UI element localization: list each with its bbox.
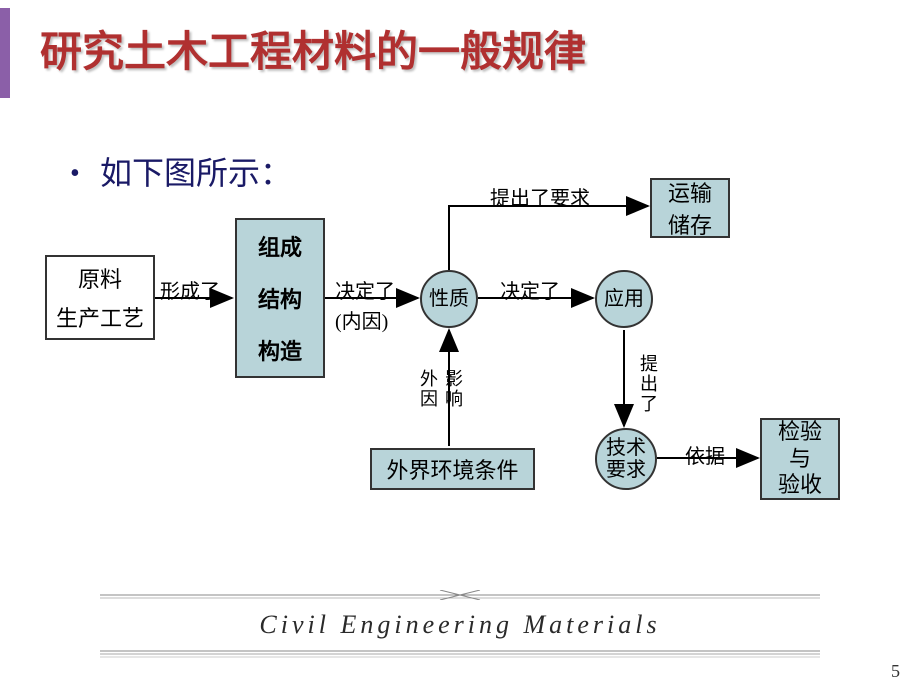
node-raw-l2: 生产工艺 <box>56 301 144 333</box>
node-inspect: 检验 与 验收 <box>760 418 840 500</box>
node-inspect-l3: 验收 <box>778 472 822 498</box>
node-raw-l1: 原料 <box>78 262 122 294</box>
node-comp-l2: 结构 <box>258 282 302 314</box>
node-comp: 组成 结构 构造 <box>235 218 325 378</box>
node-env: 外界环境条件 <box>370 448 535 490</box>
edge-label-e4: 提出了要求 <box>490 182 590 211</box>
page-title: 研究土木工程材料的一般规律 <box>40 18 586 79</box>
node-prop: 性质 <box>420 270 478 328</box>
node-comp-l1: 组成 <box>258 230 302 262</box>
node-app: 应用 <box>595 270 653 328</box>
node-tech-l1: 技术 <box>606 437 646 459</box>
node-comp-l3: 构造 <box>258 334 302 366</box>
footer-text: Civil Engineering Materials <box>0 610 920 640</box>
edge-label-e2b: (内因) <box>335 305 388 334</box>
node-tech-l2: 要求 <box>606 459 646 481</box>
edge-label-e5d: 响 <box>445 385 463 411</box>
node-inspect-l1: 检验 <box>778 419 822 445</box>
edge-label-e1: 形成了 <box>160 275 220 304</box>
node-trans-l2: 储存 <box>668 208 712 240</box>
node-tech: 技术 要求 <box>595 428 657 490</box>
node-raw: 原料 生产工艺 <box>45 255 155 340</box>
edge-label-e2: 决定了 <box>335 275 395 304</box>
page-number: 5 <box>891 661 900 682</box>
edge-label-e6c: 了 <box>640 390 658 416</box>
edge-label-e5b: 因 <box>420 385 438 411</box>
node-trans-l1: 运输 <box>668 176 712 208</box>
flow-diagram: 原料 生产工艺 组成 结构 构造 性质 应用 运输 储存 外界环境条件 技术 要… <box>0 170 920 570</box>
divider-top <box>100 590 820 600</box>
node-trans: 运输 储存 <box>650 178 730 238</box>
node-inspect-l2: 与 <box>789 446 811 472</box>
edge-label-e7: 依据 <box>685 440 725 469</box>
divider-bottom <box>100 648 820 658</box>
accent-bar <box>0 8 10 98</box>
edge-label-e3: 决定了 <box>500 275 560 304</box>
